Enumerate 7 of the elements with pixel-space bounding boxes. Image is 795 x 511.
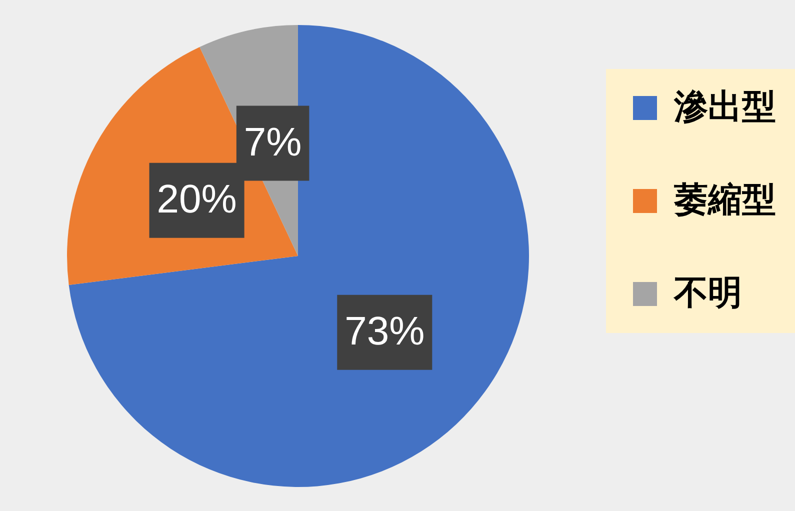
data-label: 73%	[344, 309, 425, 354]
legend-label: 滲出型	[673, 87, 776, 127]
legend-label: 萎縮型	[673, 180, 776, 220]
pie-slice	[68, 25, 529, 487]
legend-label: 不明	[673, 273, 742, 313]
data-label: 20%	[156, 177, 237, 222]
data-label: 7%	[244, 120, 302, 164]
